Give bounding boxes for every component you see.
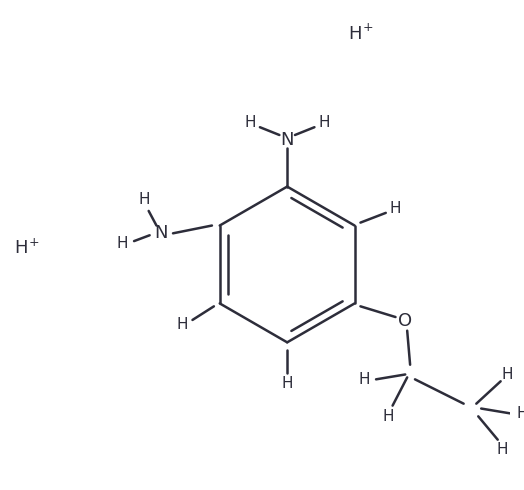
Text: H: H: [358, 372, 370, 387]
Text: N: N: [155, 224, 168, 243]
Text: H: H: [390, 200, 401, 216]
Text: H: H: [516, 406, 524, 421]
Text: H: H: [244, 115, 256, 130]
Text: H: H: [281, 376, 293, 391]
Text: H: H: [348, 25, 362, 43]
Text: H: H: [138, 192, 149, 207]
Text: H: H: [383, 409, 395, 424]
Text: H: H: [177, 318, 189, 332]
Text: N: N: [280, 131, 294, 149]
Text: H: H: [501, 367, 513, 382]
Text: +: +: [363, 22, 373, 34]
Text: +: +: [29, 236, 39, 248]
Text: H: H: [497, 442, 508, 457]
Text: H: H: [117, 236, 128, 250]
Text: O: O: [398, 312, 412, 330]
Text: H: H: [319, 115, 330, 130]
Text: H: H: [15, 239, 28, 257]
